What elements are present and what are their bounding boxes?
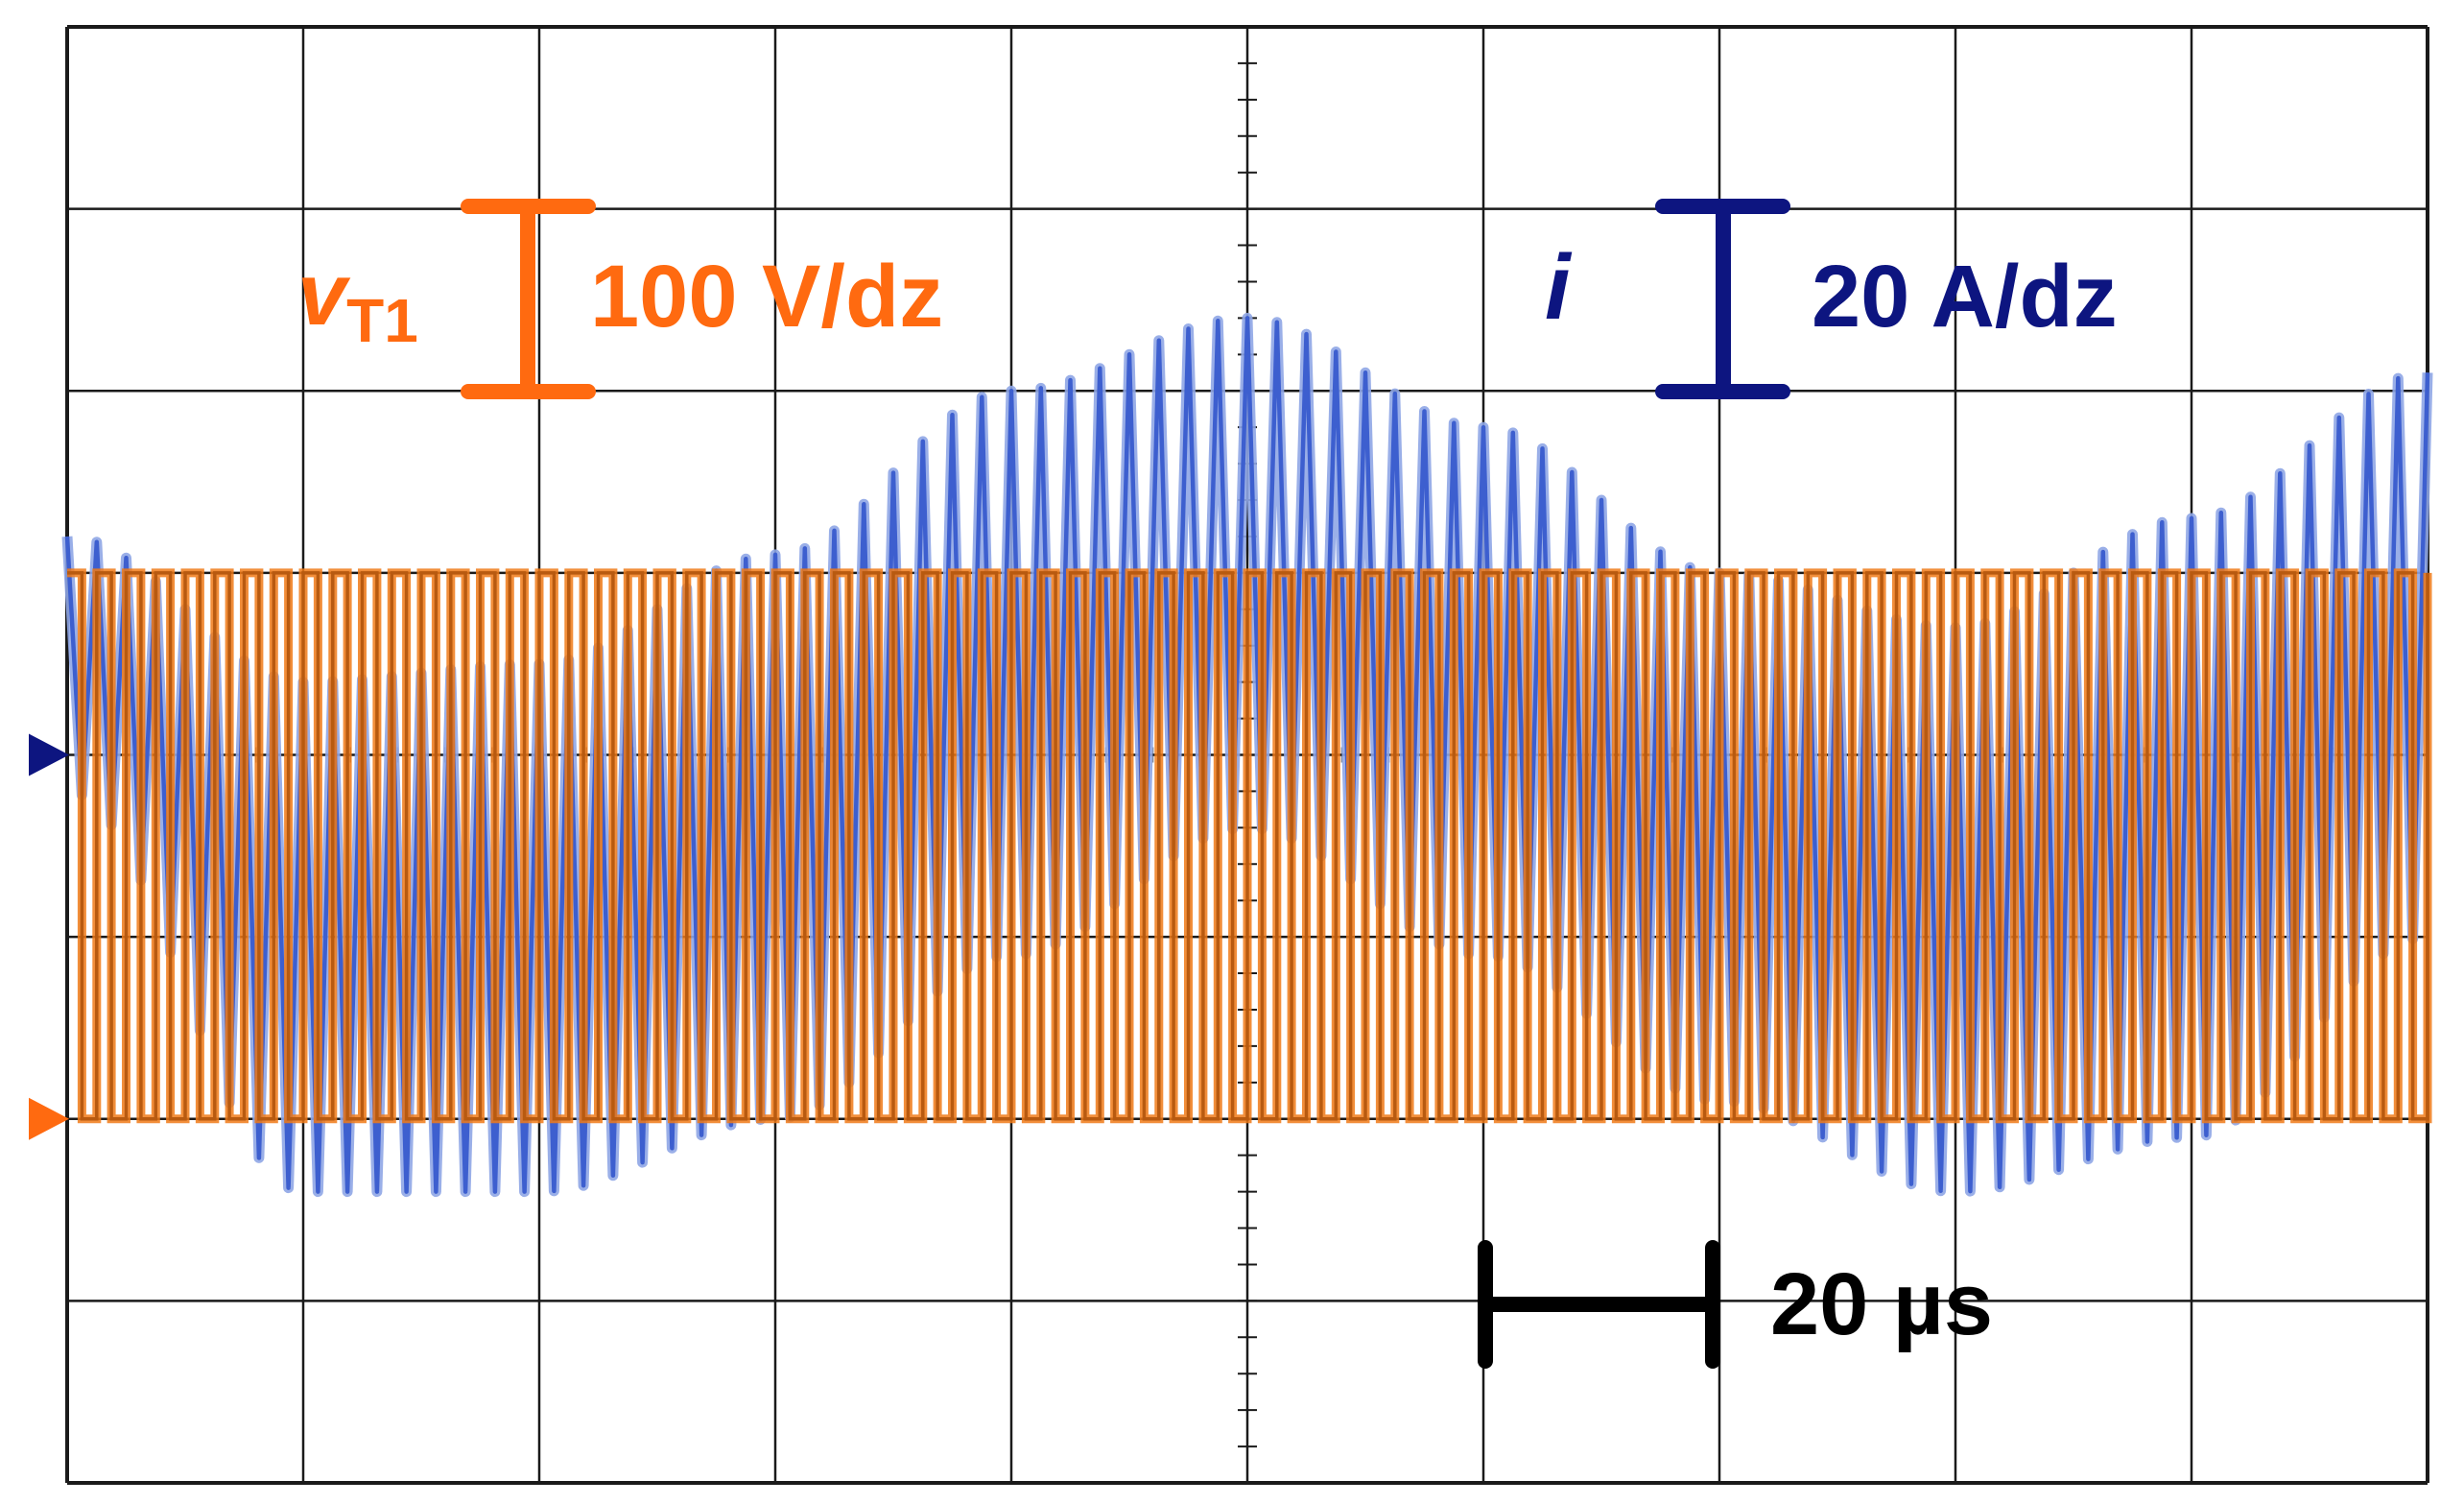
channel-markers bbox=[29, 733, 69, 1140]
voltage-ground-marker bbox=[29, 1097, 69, 1140]
time-scale-annotation: 20 µs bbox=[1478, 1240, 1993, 1369]
voltage-label: vT1 bbox=[297, 246, 418, 355]
current-label: i bbox=[1545, 236, 1573, 339]
voltage-trace bbox=[67, 568, 2432, 1124]
time-scale-label: 20 µs bbox=[1770, 1255, 1993, 1353]
current-ground-marker bbox=[29, 733, 69, 776]
current-trace bbox=[61, 312, 2433, 1198]
current-trace-line bbox=[64, 316, 2430, 1194]
voltage-scale-label: 100 V/dz bbox=[590, 248, 943, 346]
voltage-scale-annotation: vT1 100 V/dz bbox=[297, 199, 943, 399]
current-scale-annotation: i 20 A/dz bbox=[1545, 199, 2118, 399]
voltage-trace-line bbox=[67, 571, 2429, 1121]
voltage-label-symbol: v bbox=[297, 246, 351, 344]
current-scale-label: 20 A/dz bbox=[1812, 248, 2118, 346]
voltage-label-subscript: T1 bbox=[346, 286, 418, 355]
